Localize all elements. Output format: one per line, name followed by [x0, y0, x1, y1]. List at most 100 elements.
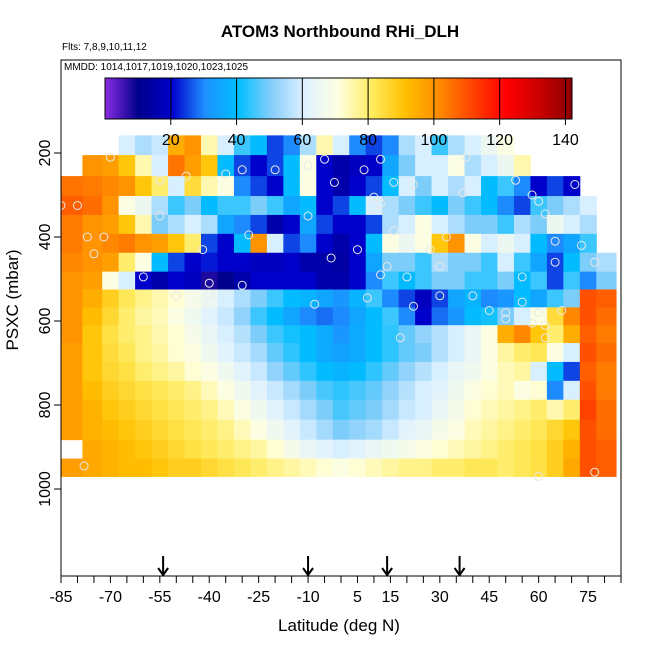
- heatmap-cell: [464, 252, 482, 273]
- heatmap-cell: [233, 361, 251, 382]
- sample-point: [441, 232, 451, 242]
- heatmap-cell: [365, 419, 383, 441]
- sample-point: [155, 175, 165, 185]
- heatmap-cell: [201, 155, 218, 177]
- sample-point: [303, 211, 313, 221]
- heatmap-cell: [497, 252, 515, 273]
- heatmap-cell: [464, 380, 482, 401]
- heatmap-cell: [349, 252, 367, 273]
- heatmap-cell: [415, 343, 433, 363]
- heatmap-cell: [250, 233, 268, 254]
- heatmap-cell: [184, 419, 202, 441]
- heatmap-cell: [513, 289, 531, 308]
- heatmap-cell: [299, 271, 317, 290]
- heatmap-cell: [266, 271, 284, 290]
- heatmap-cell: [233, 176, 251, 197]
- heatmap-cell: [546, 214, 564, 235]
- heatmap-cell: [217, 458, 235, 477]
- heatmap-cell: [448, 135, 466, 156]
- heatmap-cell: [365, 233, 383, 254]
- heatmap-cell: [250, 271, 268, 290]
- heatmap-cell: [217, 214, 235, 235]
- heatmap-cell: [530, 233, 548, 254]
- sample-point: [570, 180, 580, 189]
- heatmap-cell: [82, 361, 103, 382]
- heatmap-cell: [332, 419, 350, 441]
- heatmap-cell: [464, 399, 482, 421]
- heatmap-cell: [481, 419, 498, 441]
- heatmap-cell: [61, 343, 83, 363]
- heatmap-cell: [464, 419, 482, 441]
- heatmap-cell: [431, 155, 449, 177]
- heatmap-cell: [546, 399, 564, 421]
- heatmap-cell: [530, 458, 548, 477]
- heatmap-cell: [201, 271, 218, 290]
- sample-point: [550, 236, 560, 246]
- heatmap-cell: [151, 325, 169, 344]
- heatmap-cell: [299, 196, 317, 216]
- heatmap-cell: [398, 343, 416, 363]
- y-tick-label: 800: [37, 392, 54, 419]
- heatmap-cell: [513, 380, 531, 401]
- sample-point: [171, 291, 181, 301]
- heatmap-cell: [596, 380, 617, 401]
- heatmap-cell: [266, 325, 284, 344]
- sample-point: [517, 272, 527, 282]
- sample-point: [155, 211, 165, 221]
- heatmap-cell: [431, 343, 449, 363]
- heatmap-cell: [118, 271, 136, 290]
- heatmap-cell: [497, 135, 515, 156]
- heatmap-cell: [135, 419, 153, 441]
- heatmap-cell: [579, 214, 597, 235]
- heatmap-cell: [233, 380, 251, 401]
- heatmap-cell: [233, 458, 251, 477]
- heatmap-cell: [398, 289, 416, 308]
- sample-point: [89, 249, 99, 259]
- heatmap-cell: [579, 271, 597, 290]
- heatmap-cell: [135, 214, 153, 235]
- sample-point: [395, 333, 405, 343]
- heatmap-cell: [283, 361, 301, 382]
- heatmap-cell: [118, 155, 136, 177]
- heatmap-cell: [217, 135, 235, 156]
- heatmap-cell: [415, 214, 433, 235]
- heatmap-cell: [102, 196, 120, 216]
- arrow-head: [453, 567, 466, 577]
- sample-point: [501, 314, 511, 324]
- heatmap-cell: [431, 135, 449, 156]
- colorbar-tick-label: 120: [486, 132, 513, 149]
- heatmap-cell: [233, 307, 251, 326]
- heatmap-cell: [135, 252, 153, 273]
- sample-point: [270, 165, 280, 175]
- heatmap-cell: [168, 439, 186, 460]
- heatmap-cell: [481, 155, 498, 177]
- sample-point: [468, 291, 478, 301]
- heatmap-cell: [118, 176, 136, 197]
- heatmap-cell: [332, 252, 350, 273]
- y-tick-label: 600: [37, 308, 54, 335]
- x-axis-label: Latitude (deg N): [278, 616, 400, 635]
- heatmap-cell: [299, 343, 317, 363]
- heatmap-cell: [481, 214, 498, 235]
- heatmap-cell: [102, 176, 120, 197]
- heatmap-cell: [118, 361, 136, 382]
- heatmap-cell: [250, 343, 268, 363]
- sample-point: [402, 272, 412, 282]
- heatmap-cell: [168, 214, 186, 235]
- heatmap-cell: [250, 155, 268, 177]
- heatmap-cell: [316, 399, 334, 421]
- heatmap-cell: [299, 439, 317, 460]
- x-axis: -85 -70 -55 -40 -25 -10 5 15 30 45 60 75: [49, 576, 622, 606]
- heatmap-cell: [448, 361, 466, 382]
- heatmap-cell: [332, 439, 350, 460]
- sample-point: [204, 278, 214, 288]
- heatmap-cell: [151, 361, 169, 382]
- heatmap-cell: [184, 233, 202, 254]
- colorbar-tick-label: 80: [359, 132, 377, 149]
- heatmap-cell: [579, 233, 597, 254]
- y-tick-label: 200: [37, 140, 54, 167]
- heatmap-cell: [217, 361, 235, 382]
- x-tick-label: -25: [247, 589, 270, 606]
- heatmap-cell: [596, 458, 617, 477]
- y-tick-label: 1000: [37, 471, 54, 507]
